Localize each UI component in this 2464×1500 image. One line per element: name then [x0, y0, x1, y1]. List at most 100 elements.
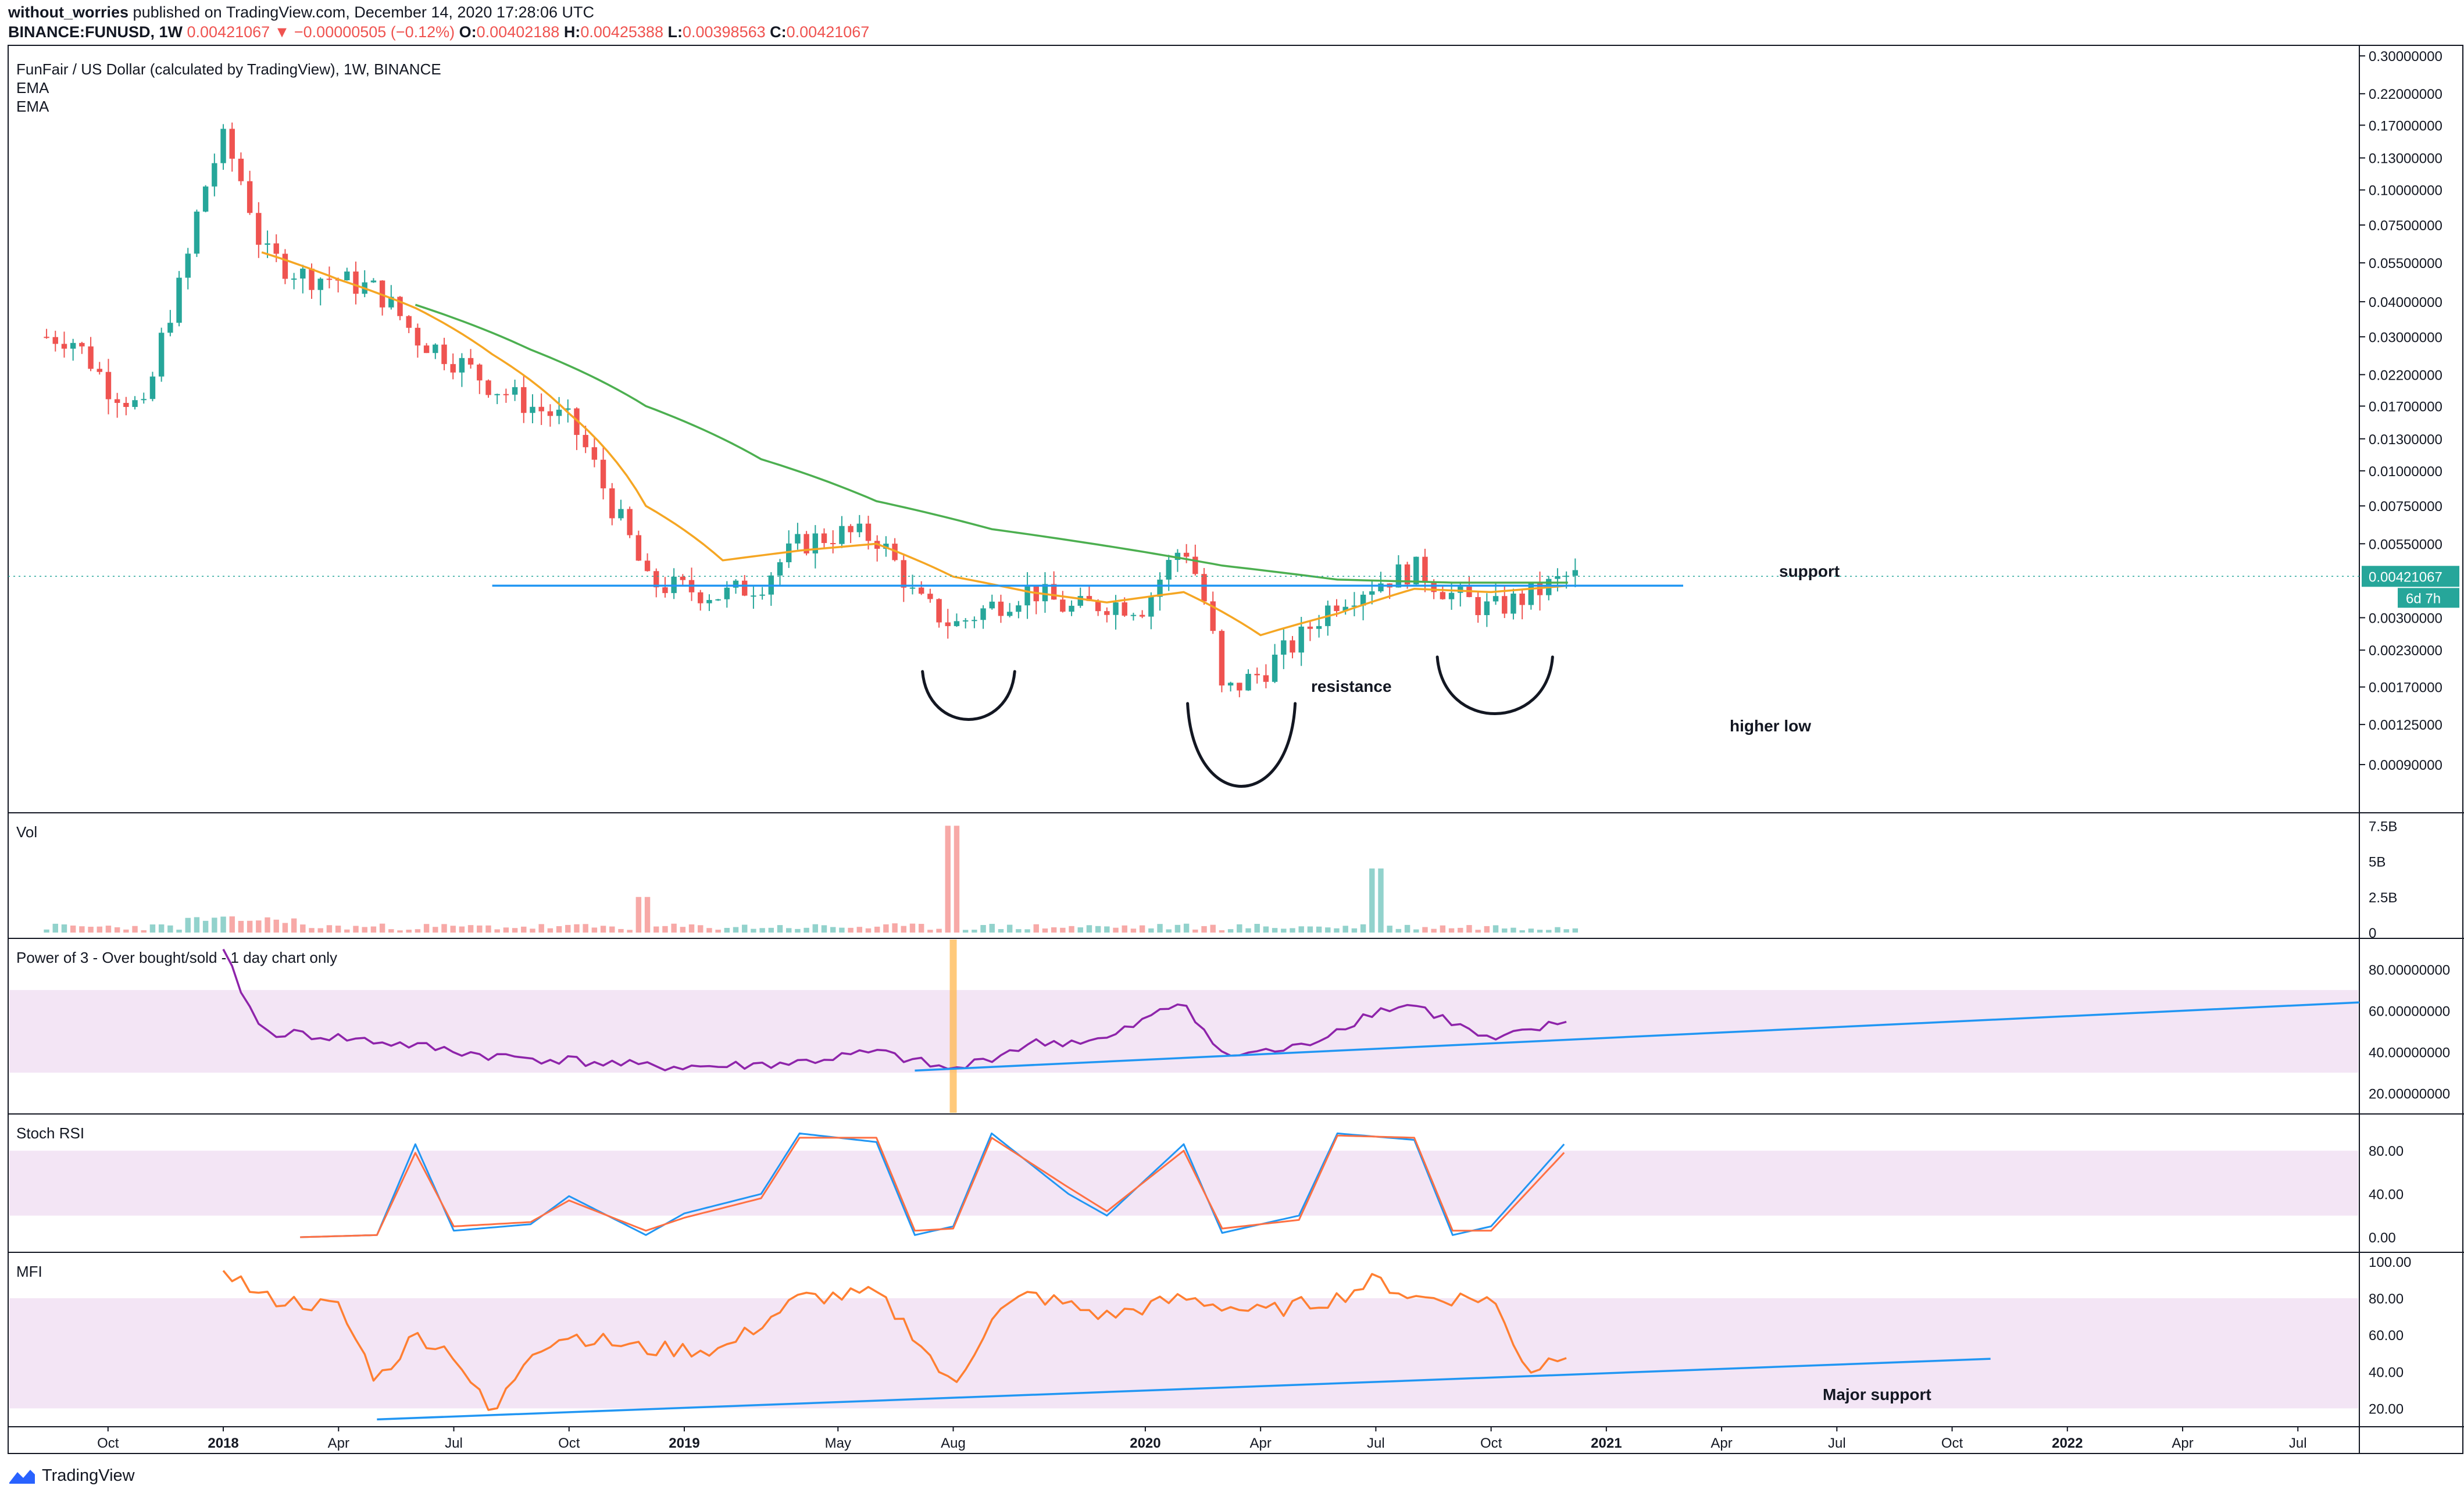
- volume-bar: [1555, 927, 1560, 933]
- candle-body: [918, 587, 924, 594]
- candle-body: [848, 526, 854, 533]
- candle-body: [1528, 583, 1534, 605]
- volume-bar: [1484, 926, 1490, 933]
- time-tick-label: Oct: [1480, 1435, 1502, 1451]
- author-name[interactable]: without_worries: [8, 3, 129, 21]
- symbol-info: BINANCE:FUNUSD, 1W 0.00421067 ▼ −0.00000…: [8, 23, 869, 41]
- candle-body: [158, 333, 165, 377]
- volume-bar: [1458, 927, 1463, 933]
- volume-bar: [273, 919, 279, 933]
- candle-body: [1519, 593, 1525, 605]
- volume-bar: [1502, 928, 1508, 933]
- volume-bar: [1148, 928, 1154, 933]
- candle-body: [1537, 583, 1543, 595]
- volume-bar: [388, 929, 394, 933]
- candle-body: [406, 316, 412, 328]
- volume-bar: [972, 930, 977, 933]
- candle-body: [317, 278, 323, 290]
- candle-body: [1254, 674, 1260, 676]
- candle-body: [291, 278, 297, 280]
- volume-bar: [1077, 927, 1083, 933]
- time-tick-label: Jul: [1367, 1435, 1385, 1451]
- candle-body: [141, 399, 147, 401]
- volume-bar: [1016, 929, 1022, 933]
- high-label: H:: [563, 23, 581, 41]
- price-tick-label: 0.01700000: [2369, 399, 2442, 415]
- higher-low-arc: [1435, 655, 1554, 715]
- volume-bar: [821, 925, 827, 933]
- volume-bar: [1183, 923, 1190, 933]
- candle-body: [1227, 683, 1234, 686]
- volume-bar: [1334, 928, 1340, 933]
- candle-body: [883, 544, 889, 549]
- countdown-badge: [2398, 588, 2459, 608]
- candle-body: [61, 344, 67, 349]
- tradingview-logo[interactable]: TradingView: [8, 1466, 135, 1485]
- volume-bar: [1237, 924, 1242, 933]
- volume-bar: [786, 928, 792, 933]
- volume-bar: [379, 923, 385, 933]
- candle-body: [282, 253, 288, 279]
- mfi-title: MFI: [16, 1263, 42, 1280]
- candle-body: [980, 608, 986, 620]
- price-tick-label: 0.04000000: [2369, 295, 2442, 310]
- high-value: 0.00425388: [580, 23, 663, 41]
- candle-body: [909, 587, 916, 589]
- candle-body: [989, 601, 995, 609]
- volume-bar: [1546, 930, 1552, 933]
- candle-body: [1192, 556, 1198, 574]
- volume-bar: [433, 927, 438, 933]
- power3-highlight: [949, 940, 957, 1113]
- volume-bar: [998, 929, 1004, 933]
- power3-tick-label: 60.00000000: [2369, 1003, 2450, 1019]
- bottom-arc: [1186, 702, 1297, 788]
- candle-body: [591, 447, 598, 460]
- candle-body: [927, 594, 933, 599]
- candle-body: [1130, 615, 1137, 616]
- candle-body: [265, 243, 270, 245]
- time-tick-label: Aug: [941, 1435, 966, 1451]
- candle-body: [1024, 585, 1030, 606]
- candle-body: [839, 526, 845, 544]
- volume-bar: [618, 928, 624, 933]
- volume-bar: [1369, 868, 1375, 933]
- candle-body: [1448, 592, 1455, 599]
- candle-body: [176, 277, 182, 323]
- candle-body: [1492, 596, 1499, 602]
- candle-body: [273, 243, 279, 254]
- volume-bar: [1272, 928, 1278, 933]
- price-tick-label: 0.10000000: [2369, 183, 2442, 199]
- candle-body: [1245, 674, 1251, 691]
- candle-body: [742, 580, 748, 596]
- chart-area[interactable]: support resistance higher low FunFair / US …: [0, 0, 2464, 1465]
- volume-bar: [265, 917, 270, 933]
- price-tick-label: 0.00125000: [2369, 717, 2442, 733]
- volume-bar: [1422, 927, 1428, 933]
- candle-body: [821, 533, 827, 543]
- volume-bar: [44, 929, 49, 933]
- ema-slow-line: [415, 303, 1568, 584]
- candle-body: [804, 534, 809, 553]
- candle-body: [114, 399, 120, 403]
- candle-body: [565, 408, 571, 410]
- volume-bar: [777, 925, 783, 933]
- volume-bar: [883, 924, 889, 933]
- volume-bar: [1537, 930, 1543, 933]
- candle-body: [194, 211, 200, 254]
- volume-bar: [1024, 929, 1030, 933]
- volume-bar: [574, 924, 580, 933]
- volume-bar: [1227, 929, 1234, 933]
- chart-header: without_worries published on TradingView…: [0, 0, 2464, 45]
- mfi-trendline: [377, 1358, 1991, 1421]
- candle-body: [1113, 602, 1119, 615]
- volume-tick-label: 7.5B: [2369, 819, 2397, 834]
- candle-body: [149, 376, 156, 399]
- candle-body: [1290, 640, 1295, 653]
- volume-bar: [1448, 928, 1455, 933]
- power3-trendline: [915, 1001, 2360, 1072]
- volume-bar: [1263, 926, 1269, 933]
- volume-bar: [715, 930, 721, 933]
- time-tick-label: May: [825, 1435, 851, 1451]
- volume-bar: [724, 927, 730, 933]
- volume-bar: [654, 926, 659, 933]
